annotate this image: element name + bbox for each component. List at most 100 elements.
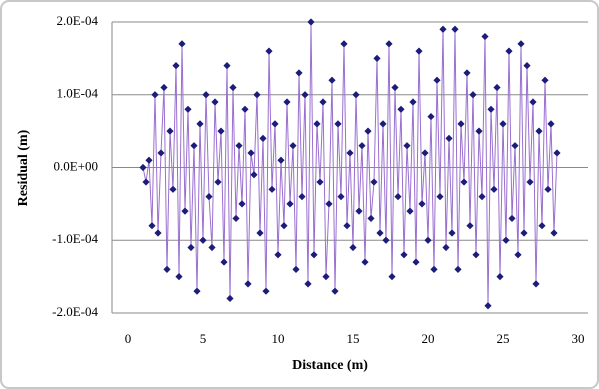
data-point — [172, 62, 180, 70]
data-point — [400, 251, 408, 259]
data-point — [445, 134, 453, 142]
y-tick-label: 2.0E-04 — [56, 13, 98, 28]
data-point — [391, 83, 399, 92]
x-tick-label: 15 — [347, 331, 360, 346]
data-point — [502, 236, 510, 244]
data-point — [376, 229, 384, 237]
data-point — [214, 178, 222, 186]
data-point — [439, 25, 447, 33]
data-point — [334, 120, 342, 128]
data-point — [226, 294, 234, 303]
data-point — [235, 142, 243, 150]
data-point — [175, 273, 183, 281]
data-point — [406, 207, 414, 215]
data-point — [223, 62, 231, 70]
data-point — [169, 185, 177, 193]
data-point — [352, 91, 360, 99]
data-point — [430, 265, 438, 273]
data-point — [211, 98, 219, 106]
data-point — [526, 178, 534, 186]
data-point — [292, 265, 300, 273]
data-point — [457, 120, 465, 128]
data-point — [463, 69, 471, 77]
data-point — [193, 287, 201, 295]
data-point — [544, 185, 552, 193]
data-point — [364, 127, 372, 135]
data-point — [325, 200, 333, 208]
y-tick-label: 0.0E+00 — [53, 158, 98, 173]
data-point — [187, 243, 195, 252]
x-tick-label: 25 — [497, 331, 510, 346]
data-point — [433, 76, 441, 84]
data-point — [217, 127, 225, 135]
data-point — [409, 98, 417, 106]
data-point — [550, 229, 558, 237]
data-point — [268, 185, 276, 193]
data-point — [286, 200, 294, 208]
data-point — [328, 76, 336, 84]
data-point — [496, 273, 504, 281]
data-point — [310, 251, 318, 259]
data-point — [412, 258, 420, 266]
data-point — [259, 134, 267, 142]
data-point — [427, 112, 435, 121]
data-point — [466, 222, 474, 230]
data-point — [514, 251, 522, 259]
data-point — [421, 149, 429, 157]
data-point — [385, 40, 393, 48]
data-point — [547, 120, 555, 128]
data-point — [145, 156, 153, 164]
data-point — [367, 214, 375, 223]
y-tick-label: -2.0E-04 — [52, 304, 98, 319]
data-point — [139, 163, 147, 172]
data-point — [196, 120, 204, 128]
data-point — [403, 142, 411, 150]
data-point — [415, 47, 423, 55]
data-point — [532, 280, 540, 288]
data-point — [316, 178, 324, 186]
data-point — [346, 149, 354, 157]
data-point — [220, 258, 228, 266]
x-tick-label: 20 — [422, 331, 435, 346]
data-point — [469, 91, 477, 99]
data-point — [493, 83, 501, 92]
x-axis-title: Distance (m) — [292, 358, 368, 373]
data-point — [232, 214, 240, 223]
data-point — [301, 91, 309, 99]
data-point — [355, 207, 363, 215]
data-point — [274, 251, 282, 259]
data-point — [553, 149, 561, 157]
data-point — [508, 214, 516, 223]
data-point — [424, 236, 432, 244]
data-point — [244, 280, 252, 288]
data-point — [337, 193, 345, 201]
data-point — [154, 229, 162, 237]
y-tick-label: 1.0E-04 — [56, 86, 98, 101]
data-point — [340, 40, 348, 48]
data-point — [295, 69, 303, 77]
data-point — [262, 287, 270, 295]
y-tick-label: -1.0E-04 — [52, 231, 98, 246]
data-point — [163, 265, 171, 273]
data-point — [373, 54, 381, 62]
data-point — [277, 156, 285, 164]
data-point — [394, 193, 402, 201]
data-point — [511, 142, 519, 150]
data-point — [442, 243, 450, 252]
data-point — [448, 229, 456, 237]
data-point — [418, 200, 426, 208]
data-point — [475, 127, 483, 135]
data-point — [370, 178, 378, 186]
x-tick-label: 5 — [200, 331, 207, 346]
data-point — [535, 127, 543, 135]
data-point — [460, 178, 468, 186]
data-point — [319, 98, 327, 106]
data-point — [331, 287, 339, 295]
x-tick-label: 0 — [125, 331, 132, 346]
data-point — [190, 142, 198, 150]
data-point — [289, 142, 297, 150]
data-point — [478, 193, 486, 201]
data-point — [160, 83, 168, 92]
